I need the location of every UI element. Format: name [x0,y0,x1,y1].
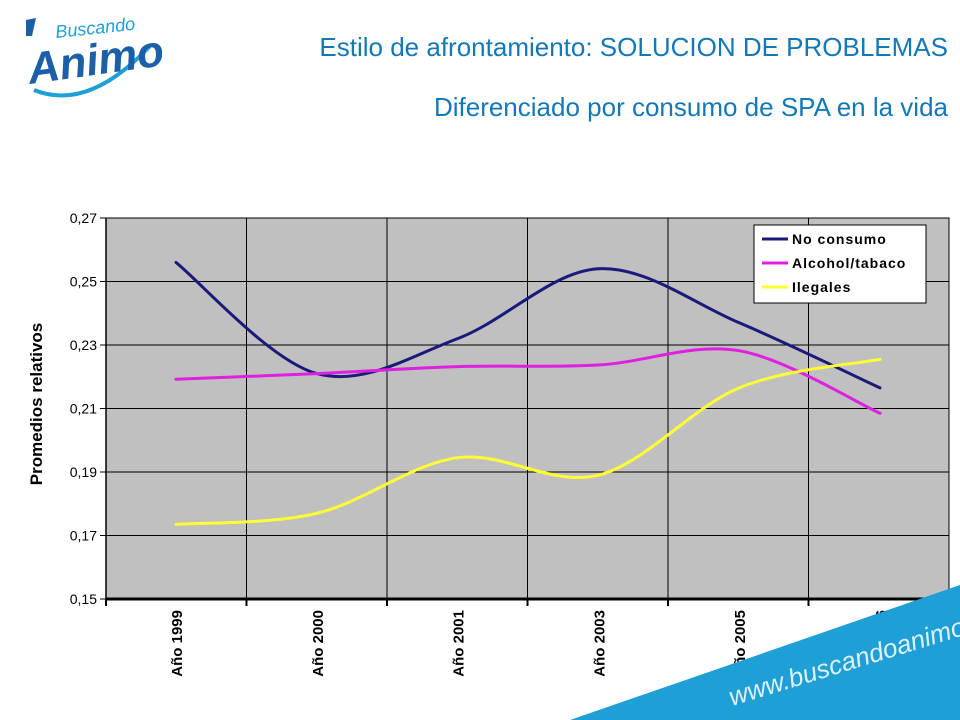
legend-label: Alcohol/tabaco [792,255,906,271]
page-subtitle: Diferenciado por consumo de SPA en la vi… [433,92,948,122]
legend: No consumo Alcohol/tabaco Ilegales [753,224,927,304]
series-lines [174,260,882,526]
page-title: Estilo de afrontamiento: SOLUCION DE PRO… [319,32,948,62]
x-tick-label: Año 1999 [169,610,186,677]
y-tick-label: 0,25 [70,274,97,290]
x-tick-label: Año 2000 [310,610,327,677]
series-line-0 [174,260,882,390]
y-tick-label: 0,17 [70,528,97,544]
series-line-2 [174,357,882,526]
y-tick-label: 0,15 [70,591,97,607]
x-tick-label: Año 2006 [873,610,890,677]
series-line-1 [174,347,882,415]
x-tick-label: Año 2003 [591,610,608,677]
y-axis-label: Promedios relativos [27,323,46,486]
grid-lines [106,218,949,599]
legend-label: Ilegales [792,279,851,295]
buscando-animo-logo: Buscando Animo [24,14,162,98]
y-tick-label: 0,27 [70,210,97,226]
x-tick-label: Año 2005 [732,610,749,677]
logo-arc-icon [33,44,152,98]
y-tick-label: 0,19 [70,464,97,480]
y-tick-label: 0,23 [70,337,97,353]
legend-label: No consumo [792,231,887,247]
y-tick-label: 0,21 [70,401,97,417]
logo-swoosh-icon [26,18,36,36]
x-tick-label: Año 2001 [451,610,468,677]
